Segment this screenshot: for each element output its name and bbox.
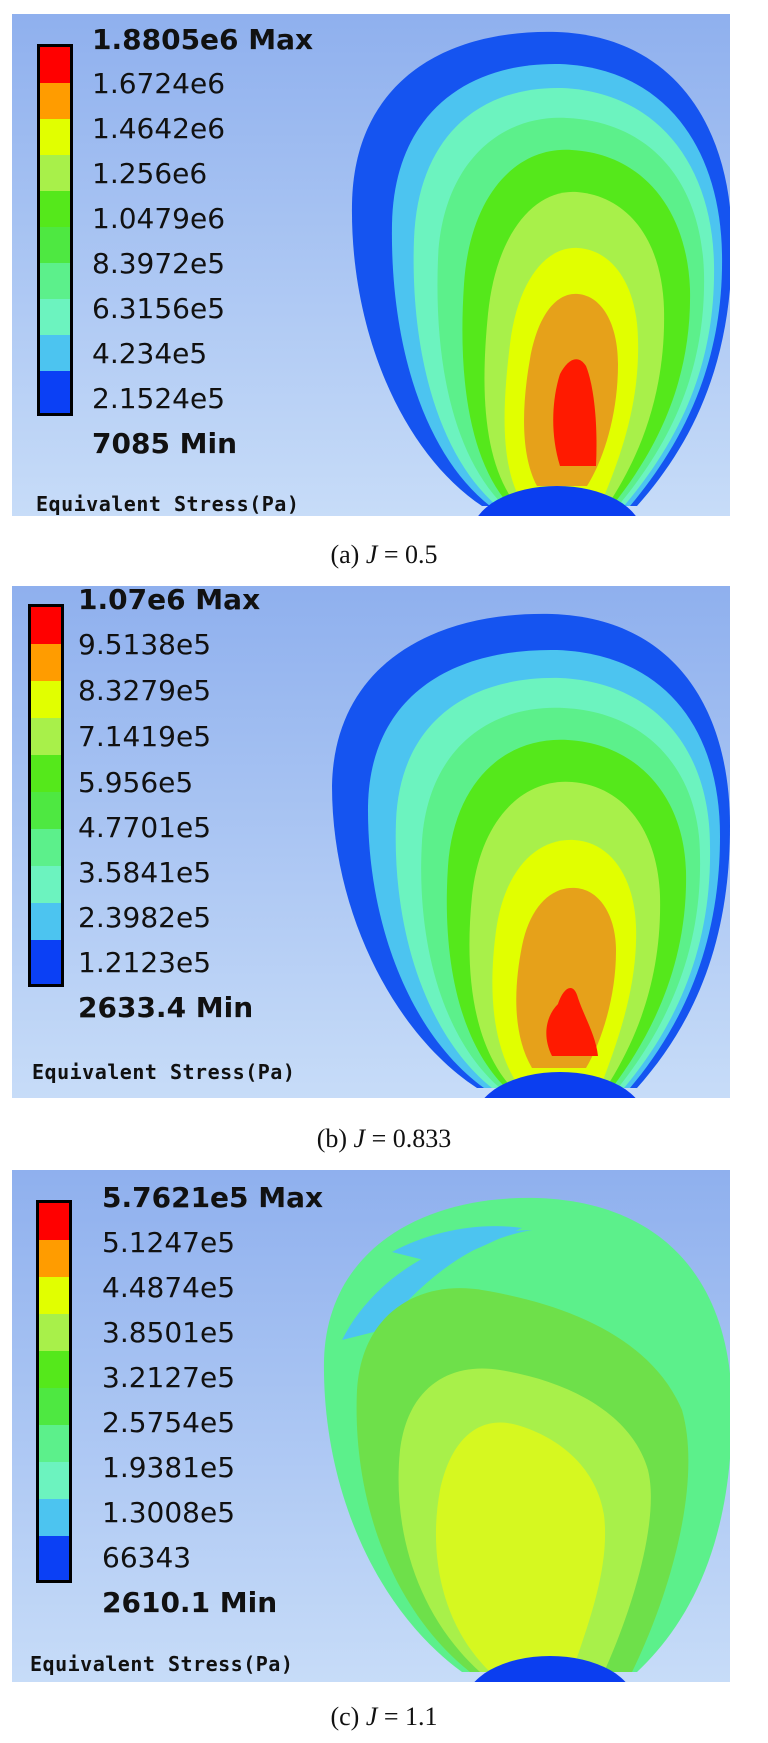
figure-caption-a: (a) J = 0.5 — [330, 540, 438, 569]
blade-a — [351, 31, 730, 516]
legend-level: 9.5138e5 — [78, 628, 212, 661]
legend-level: 1.256e6 — [92, 157, 208, 190]
legend-level: 1.4642e6 — [92, 112, 226, 145]
legend-level: 1.2123e5 — [78, 946, 212, 979]
color-legend-b — [28, 604, 64, 987]
legend-unit: Equivalent Stress(Pa) — [32, 1060, 296, 1084]
stress-contour-a — [12, 14, 730, 516]
legend-level: 66343 — [102, 1541, 192, 1574]
figure-caption-c: (c) J = 1.1 — [330, 1702, 438, 1731]
legend-level: 3.2127e5 — [102, 1361, 236, 1394]
legend-level: 2.1524e5 — [92, 382, 226, 415]
legend-level: 1.6724e6 — [92, 67, 226, 100]
blade-b — [332, 613, 730, 1098]
legend-max: 1.07e6 Max — [78, 586, 261, 616]
legend-level: 1.9381e5 — [102, 1451, 236, 1484]
legend-level: 3.5841e5 — [78, 856, 212, 889]
legend-level: 8.3972e5 — [92, 247, 226, 280]
legend-unit: Equivalent Stress(Pa) — [30, 1652, 294, 1676]
legend-level: 6.3156e5 — [92, 292, 226, 325]
legend-max: 1.8805e6 Max — [92, 23, 314, 56]
legend-min: 2610.1 Min — [102, 1586, 278, 1619]
legend-max: 5.7621e5 Max — [102, 1181, 324, 1214]
legend-level: 4.4874e5 — [102, 1271, 236, 1304]
stress-panel-a: 1.8805e6 Max 1.6724e6 1.4642e6 1.256e6 1… — [12, 14, 730, 516]
legend-level: 8.3279e5 — [78, 674, 212, 707]
stress-panel-c: 5.7621e5 Max 5.1247e5 4.4874e5 3.8501e5 … — [12, 1170, 730, 1682]
color-legend-a — [37, 44, 73, 416]
stress-contour-c — [12, 1170, 730, 1682]
legend-level: 4.7701e5 — [78, 811, 212, 844]
blade-c — [323, 1197, 730, 1682]
stress-panel-b: 1.07e6 Max 9.5138e5 8.3279e5 7.1419e5 5.… — [12, 586, 730, 1098]
legend-level: 1.0479e6 — [92, 202, 226, 235]
legend-level: 5.1247e5 — [102, 1226, 236, 1259]
stress-contour-b — [12, 586, 730, 1098]
legend-level: 1.3008e5 — [102, 1496, 236, 1529]
legend-level: 7.1419e5 — [78, 720, 212, 753]
legend-level: 2.5754e5 — [102, 1406, 236, 1439]
legend-level: 2.3982e5 — [78, 901, 212, 934]
legend-min: 7085 Min — [92, 427, 238, 460]
figure-caption-b: (b) J = 0.833 — [316, 1124, 452, 1153]
legend-unit: Equivalent Stress(Pa) — [36, 492, 300, 516]
legend-level: 5.956e5 — [78, 766, 194, 799]
legend-level: 3.8501e5 — [102, 1316, 236, 1349]
color-legend-c — [36, 1200, 72, 1583]
legend-min: 2633.4 Min — [78, 991, 254, 1024]
legend-level: 4.234e5 — [92, 337, 208, 370]
